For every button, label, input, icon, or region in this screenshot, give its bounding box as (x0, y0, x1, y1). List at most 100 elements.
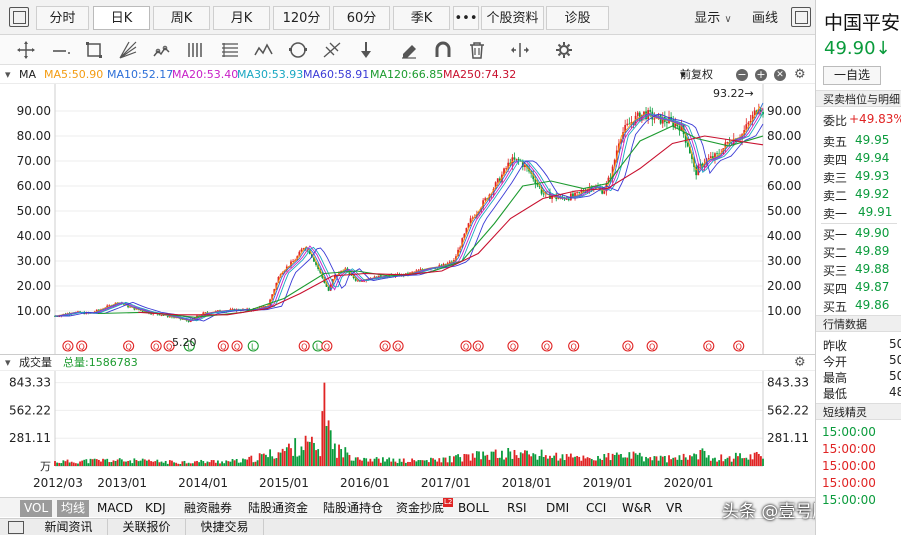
tab-fenshi[interactable]: 分时 (36, 6, 89, 30)
tab-hk-connect-holding[interactable]: 陆股通持仓 (323, 501, 384, 515)
draw-line-toggle[interactable]: 画线 (751, 11, 778, 26)
volume-bar (156, 459, 159, 466)
tab-more[interactable]: ••• (453, 6, 479, 30)
tab-rsi[interactable]: RSI (507, 501, 527, 515)
event-marker-icon[interactable] (507, 340, 519, 352)
tab-weekly-k[interactable]: 周K (153, 6, 210, 30)
event-marker-icon[interactable] (123, 340, 135, 352)
event-marker-icon[interactable] (76, 340, 88, 352)
tab-monthly-k[interactable]: 月K (213, 6, 270, 30)
tab-related-quotes[interactable]: 关联报价 (108, 519, 186, 535)
crosshair-icon[interactable] (14, 39, 38, 61)
event-marker-icon[interactable] (541, 340, 553, 352)
volume-bar (737, 456, 739, 466)
chevron-down-icon[interactable]: ▾ (5, 68, 11, 81)
volume-chart[interactable]: 843.33 843.33 562.22 562.22 281.11 281.11 万 20… (0, 371, 815, 497)
tab-macd[interactable]: MACD (97, 501, 133, 515)
volume-bar (638, 452, 641, 466)
volume-bar (252, 462, 255, 466)
event-marker-icon[interactable] (150, 340, 162, 352)
tab-dmi[interactable]: DMI (546, 501, 570, 515)
tab-boll[interactable]: BOLL (458, 501, 489, 515)
tab-60min[interactable]: 60分 (333, 6, 390, 30)
tab-hk-connect-fund[interactable]: 陆股通资金 (248, 501, 309, 515)
add-watchlist-button[interactable]: 一自选 (823, 66, 881, 85)
sprite-tick[interactable]: 15:00:00 (822, 459, 876, 473)
event-marker-icon[interactable] (231, 340, 243, 352)
maximize-icon[interactable] (9, 7, 29, 27)
volume-bar (131, 463, 134, 466)
event-marker-icon[interactable] (321, 340, 333, 352)
gear-icon[interactable]: ⚙ (794, 67, 806, 82)
tab-news[interactable]: 新闻资讯 (30, 519, 108, 535)
wave-icon[interactable] (252, 39, 276, 61)
time-tick-label: 2017/01 (421, 476, 471, 490)
event-marker-icon[interactable] (217, 340, 229, 352)
tab-daily-k[interactable]: 日K (93, 6, 150, 30)
event-marker-icon[interactable] (62, 340, 74, 352)
trash-icon[interactable] (465, 39, 489, 61)
event-marker-icon[interactable] (472, 340, 484, 352)
resize-icon[interactable] (508, 39, 532, 61)
minus-icon[interactable]: − (736, 68, 748, 81)
sprite-tick[interactable]: 15:00:00 (822, 493, 876, 507)
event-marker-icon[interactable] (298, 340, 310, 352)
sprite-tick[interactable]: 15:00:00 (822, 442, 876, 456)
event-marker-icon[interactable] (460, 340, 472, 352)
tab-diagnose[interactable]: 诊股 (546, 6, 609, 30)
event-marker-icon[interactable] (622, 340, 634, 352)
tab-120min[interactable]: 120分 (273, 6, 330, 30)
fan-icon[interactable] (116, 39, 140, 61)
sprite-tick[interactable]: 15:00:00 (822, 476, 876, 490)
magnet-icon[interactable] (431, 39, 455, 61)
event-marker-icon[interactable] (646, 340, 658, 352)
fib-icon[interactable] (320, 39, 344, 61)
tab-kdj[interactable]: KDJ (145, 501, 166, 515)
event-marker-icon[interactable] (733, 340, 745, 352)
event-marker-icon[interactable] (163, 340, 175, 352)
tab-stock-profile[interactable]: 个股资料 (481, 6, 544, 30)
tab-cci[interactable]: CCI (586, 501, 607, 515)
display-dropdown[interactable]: 显示 ∨ (686, 6, 740, 30)
line-icon[interactable] (49, 39, 73, 61)
event-marker-icon[interactable] (379, 340, 391, 352)
tab-margin[interactable]: 融资融券 (184, 501, 233, 515)
event-marker-icon[interactable] (247, 340, 259, 352)
orderbook-section-header[interactable]: 买卖档位与明细 (816, 90, 901, 107)
tab-vol[interactable]: VOL (20, 500, 53, 517)
pen-icon[interactable] (150, 39, 174, 61)
event-marker-icon[interactable] (183, 340, 195, 352)
plus-icon[interactable]: + (755, 68, 767, 81)
tab-wr[interactable]: W&R (622, 501, 652, 515)
bars-icon[interactable] (184, 39, 208, 61)
volume-bar (557, 460, 560, 466)
volume-bar (191, 463, 194, 466)
sprite-tick[interactable]: 15:00:00 (822, 425, 876, 439)
window-toggle-icon[interactable] (791, 7, 811, 27)
tab-quick-trade[interactable]: 快捷交易 (186, 519, 264, 535)
channel-icon[interactable] (218, 39, 242, 61)
tab-ma-line[interactable]: 均线 (57, 500, 90, 517)
gear-icon[interactable]: ⚙ (794, 355, 806, 370)
event-marker-icon[interactable] (392, 340, 404, 352)
settings-icon[interactable] (552, 39, 576, 61)
chevron-down-icon[interactable]: ▾ (5, 356, 11, 369)
circle-icon[interactable] (286, 39, 310, 61)
price-chart[interactable]: 90.00 80.00 70.00 60.00 50.00 40.00 30.00 20.00… (0, 84, 815, 354)
volume-bar (108, 462, 111, 466)
eraser-icon[interactable] (397, 39, 421, 61)
panel-toggle-icon[interactable] (8, 521, 24, 534)
quote-section-header[interactable]: 行情数据 (816, 315, 901, 332)
sprite-section-header[interactable]: 短线精灵 (816, 403, 901, 420)
rect-icon[interactable] (82, 39, 106, 61)
arrow-down-icon[interactable] (354, 39, 378, 61)
tab-bottom-fund[interactable]: 资金抄底 (396, 501, 445, 515)
tab-vr[interactable]: VR (666, 501, 683, 515)
volume-bar (137, 461, 140, 466)
event-marker-icon[interactable] (568, 340, 580, 352)
new-badge: L2 (443, 498, 454, 507)
event-marker-icon[interactable] (703, 340, 715, 352)
tab-quarter-k[interactable]: 季K (393, 6, 450, 30)
volume-bar (302, 450, 305, 466)
close-icon[interactable]: ✕ (774, 69, 786, 81)
